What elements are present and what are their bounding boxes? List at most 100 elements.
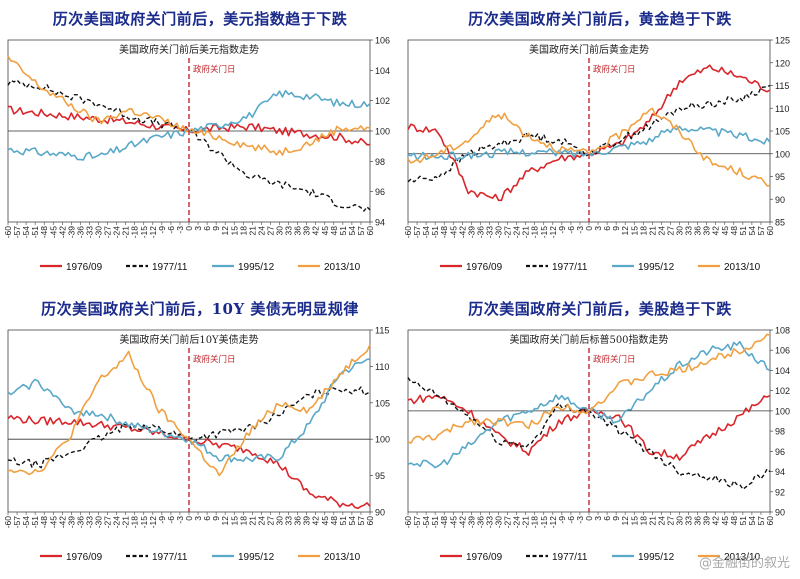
x-tick-label: -39	[66, 226, 76, 239]
legend-label: 1977/11	[552, 552, 588, 563]
x-tick-label: 3	[193, 226, 203, 231]
y-tick-label: 95	[375, 471, 385, 481]
series-line-2013-10	[407, 333, 771, 444]
x-tick-label: 45	[320, 516, 330, 526]
x-tick-label: -6	[166, 516, 176, 524]
x-tick-label: 6	[602, 226, 612, 231]
y-tick-label: 125	[775, 36, 790, 46]
x-tick-label: -15	[539, 226, 549, 239]
y-tick-label: 115	[775, 81, 789, 91]
x-tick-label: 21	[247, 516, 257, 526]
x-tick-label: -30	[494, 226, 504, 239]
y-tick-label: 94	[775, 467, 785, 477]
legend-label: 1976/09	[466, 262, 503, 273]
x-tick-label: 9	[211, 226, 221, 231]
y-tick-label: 92	[775, 487, 785, 497]
y-tick-label: 90	[775, 195, 785, 205]
y-tick-label: 90	[775, 508, 785, 518]
x-tick-label: 42	[311, 226, 321, 236]
x-tick-label: -9	[557, 226, 567, 234]
x-tick-label: -18	[130, 226, 140, 239]
panel-title: 历次美国政府关门前后，美元指数趋于下跌	[52, 10, 348, 28]
y-tick-label: 100	[775, 406, 790, 416]
x-tick-label: -30	[494, 516, 504, 529]
x-tick-label: -24	[112, 226, 122, 239]
panel-sp500: 历次美国政府关门前后，美股趋于下跌 美国政府关门前后标普500指数走势 90 92 9…	[400, 290, 800, 579]
x-tick-label: 3	[193, 516, 203, 521]
x-tick-label: 0	[184, 516, 194, 521]
x-tick-label: -27	[103, 516, 113, 529]
x-tick-label: -48	[439, 516, 449, 529]
x-tick-label: -42	[457, 516, 467, 529]
x-tick-label: 21	[647, 226, 657, 236]
x-tick-label: -30	[94, 226, 104, 239]
y-tick-label: 115	[375, 326, 389, 336]
y-tick-label: 108	[775, 326, 790, 336]
legend-label: 2013/10	[724, 262, 761, 273]
x-tick-label: 27	[665, 516, 675, 526]
x-tick-label: 51	[338, 226, 348, 236]
x-tick-label: 18	[638, 226, 648, 236]
x-tick-label: 33	[284, 516, 294, 526]
panel-10y-treasury: 历次美国政府关门前后，10Y 美债无明显规律 美国政府关门前后10Y美债走势 90…	[0, 290, 400, 579]
x-tick-label: 3	[593, 516, 603, 521]
x-tick-label: 45	[720, 516, 730, 526]
x-tick-label: -60	[403, 516, 413, 529]
x-tick-label: 6	[602, 516, 612, 521]
x-tick-label: 21	[647, 516, 657, 526]
x-tick-label: -3	[575, 516, 585, 524]
x-tick-label: 48	[729, 226, 739, 236]
x-tick-label: 9	[611, 226, 621, 231]
series-line-1977-11	[7, 79, 371, 212]
x-tick-label: 33	[684, 516, 694, 526]
x-tick-label: -60	[403, 226, 413, 239]
x-tick-label: 45	[320, 226, 330, 236]
y-tick-label: 104	[375, 66, 390, 76]
x-tick-label: 51	[738, 226, 748, 236]
x-tick-label: -42	[57, 516, 67, 529]
y-tick-label: 94	[375, 218, 385, 228]
x-tick-label: 0	[584, 516, 594, 521]
x-tick-label: 24	[256, 516, 266, 526]
chart-subtitle: 美国政府关门前后美元指数走势	[119, 43, 259, 56]
x-tick-label: -6	[566, 516, 576, 524]
x-tick-label: 60	[765, 516, 775, 526]
x-tick-label: 27	[665, 226, 675, 236]
shutdown-marker-label: 政府关门日	[193, 354, 236, 365]
y-tick-label: 105	[375, 398, 390, 408]
chart-subtitle: 美国政府关门前后黄金走势	[529, 43, 649, 56]
x-tick-label: -18	[530, 226, 540, 239]
x-tick-label: -24	[512, 226, 522, 239]
x-tick-label: -45	[448, 516, 458, 529]
y-tick-label: 98	[775, 427, 785, 437]
x-tick-label: 12	[620, 516, 630, 526]
x-tick-label: 48	[329, 226, 339, 236]
legend-label: 1995/12	[238, 552, 275, 563]
legend-label: 1976/09	[66, 552, 103, 563]
x-tick-label: 33	[284, 226, 294, 236]
x-tick-label: 6	[202, 226, 212, 231]
x-tick-label: 21	[247, 226, 257, 236]
x-tick-label: 6	[202, 516, 212, 521]
x-tick-label: -33	[84, 516, 94, 529]
x-tick-label: -21	[521, 516, 531, 529]
x-tick-label: -48	[39, 226, 49, 239]
x-tick-label: 24	[656, 226, 666, 236]
x-tick-label: -36	[75, 516, 85, 529]
x-tick-label: 60	[365, 226, 375, 236]
x-tick-label: 57	[356, 226, 366, 236]
x-tick-label: 9	[611, 516, 621, 521]
x-tick-label: -30	[94, 516, 104, 529]
y-tick-label: 102	[375, 96, 390, 106]
x-tick-label: 15	[629, 226, 639, 236]
panel-gold: 历次美国政府关门前后，黄金趋于下跌 美国政府关门前后黄金走势 85 90 95 100 1…	[400, 0, 800, 289]
x-tick-label: -36	[475, 516, 485, 529]
x-tick-label: -15	[539, 516, 549, 529]
x-tick-label: 36	[693, 516, 703, 526]
x-tick-label: -39	[466, 226, 476, 239]
x-tick-label: 60	[365, 516, 375, 526]
x-tick-label: 9	[211, 516, 221, 521]
x-tick-label: -3	[575, 226, 585, 234]
